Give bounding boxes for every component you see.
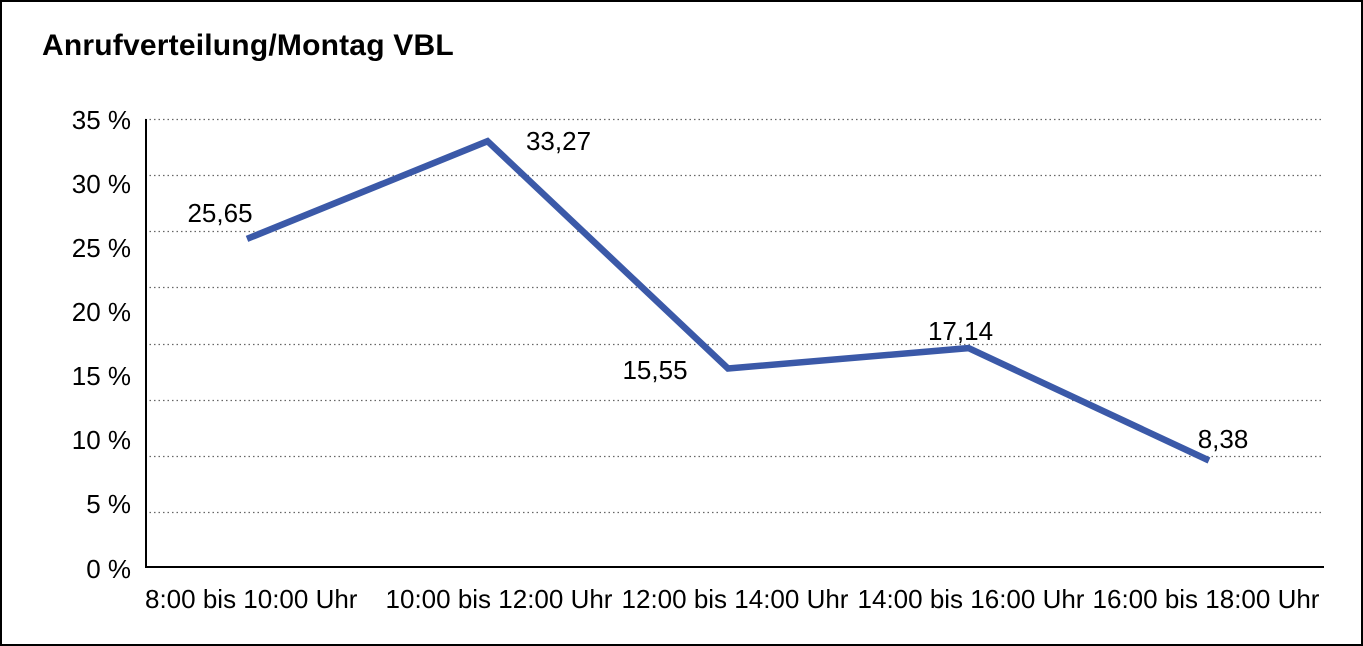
- y-tick-label: 25 %: [71, 232, 131, 263]
- x-tick-label: 10:00 bis 12:00 Uhr: [385, 584, 613, 614]
- chart-title: Anrufverteilung/Montag VBL: [42, 29, 454, 62]
- x-tick-label: 14:00 bis 16:00 Uhr: [857, 584, 1085, 614]
- data-point-label: 15,55: [622, 354, 688, 385]
- line-chart-plot: [145, 118, 1324, 568]
- y-tick-label: 30 %: [71, 168, 131, 199]
- y-tick-label: 15 %: [71, 361, 131, 392]
- data-point-label: 33,27: [525, 126, 592, 157]
- data-point-label: 8,38: [1197, 424, 1249, 455]
- data-point-label: 25,65: [187, 197, 253, 228]
- data-point-label: 17,14: [927, 316, 994, 347]
- x-tick-label: 16:00 bis 18:00 Uhr: [1092, 584, 1320, 614]
- y-tick-label: 0 %: [86, 553, 131, 584]
- y-tick-label: 20 %: [71, 296, 131, 327]
- y-tick-label: 10 %: [71, 425, 131, 456]
- x-tick-label: 8:00 bis 10:00 Uhr: [145, 584, 358, 614]
- x-tick-label: 12:00 bis 14:00 Uhr: [621, 584, 849, 614]
- data-series-line: [245, 137, 1211, 464]
- y-tick-label: 5 %: [86, 489, 131, 520]
- y-tick-label: 35 %: [71, 104, 131, 135]
